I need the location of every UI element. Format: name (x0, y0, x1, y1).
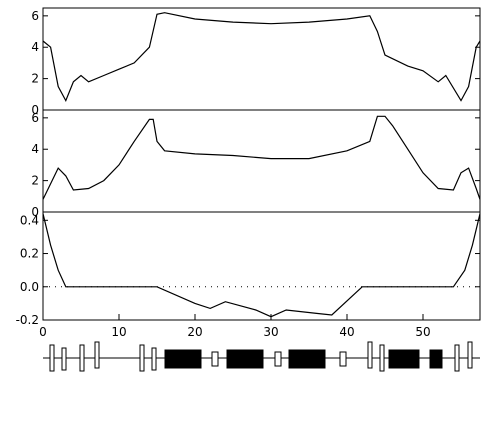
frame (42, 211, 481, 321)
x-tick-label: 40 (339, 325, 354, 339)
line (42, 12, 481, 103)
y-tick-label: 0.2 (20, 247, 39, 261)
x-tick-label: 30 (263, 325, 278, 339)
y-tick-label: 0.4 (20, 213, 39, 227)
y-tick-label: 6 (31, 9, 39, 23)
y-tick-label: 0 (31, 103, 39, 117)
x-tick-label: 20 (187, 325, 202, 339)
y-tick-label: 2 (31, 72, 39, 86)
y-tick-label: 4 (31, 40, 39, 54)
x-tick-label: 50 (415, 325, 430, 339)
y-tick-label: 0.0 (20, 280, 39, 294)
line (42, 115, 481, 200)
lattice (43, 341, 480, 372)
y-tick-label: -0.2 (16, 313, 39, 327)
y-tick-label: 2 (31, 174, 39, 188)
y-tick-label: 6 (31, 111, 39, 125)
y-tick-label: 4 (31, 142, 39, 156)
line (42, 213, 481, 318)
frame (42, 109, 481, 213)
y-tick-label: 0 (31, 205, 39, 219)
x-tick-label: 10 (111, 325, 126, 339)
x-tick-label: 0 (39, 325, 47, 339)
